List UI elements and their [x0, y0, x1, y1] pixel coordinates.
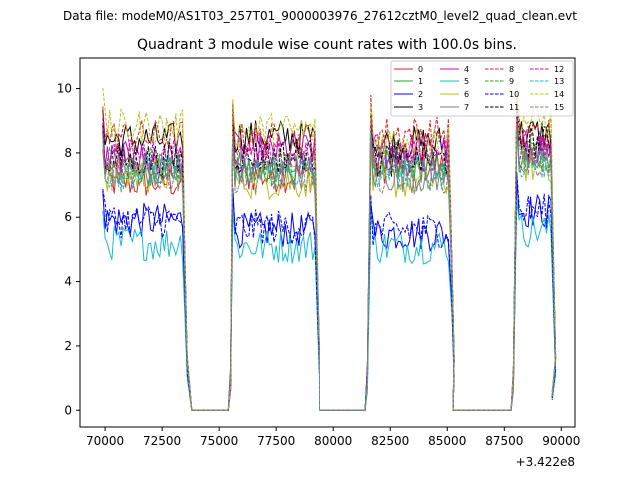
- legend-label-13: 13: [554, 77, 564, 86]
- plot-area: [79, 57, 576, 428]
- x-tick-label: 85000: [428, 434, 466, 448]
- legend-label-10: 10: [509, 90, 519, 99]
- y-tick-label: 8: [64, 146, 72, 160]
- suptitle: Data file: modeM0/AS1T03_257T01_90000039…: [63, 9, 577, 23]
- x-tick-label: 75000: [200, 434, 238, 448]
- x-tick-label: 87500: [485, 434, 523, 448]
- legend-label-15: 15: [554, 103, 564, 112]
- series-line-5: [102, 199, 557, 411]
- series-line-8: [102, 94, 557, 411]
- x-tick-label: 77500: [257, 434, 295, 448]
- axes-border: [79, 57, 576, 428]
- axes-frame: [80, 58, 575, 427]
- legend-label-5: 5: [464, 77, 469, 86]
- legend-label-6: 6: [464, 90, 469, 99]
- series-line-2: [102, 177, 557, 411]
- legend-label-3: 3: [418, 103, 423, 112]
- series-line-13: [102, 128, 557, 411]
- y-tick-label: 6: [64, 210, 72, 224]
- chart-title: Quadrant 3 module wise count rates with …: [137, 37, 517, 53]
- x-tick-label: 90000: [542, 434, 580, 448]
- x-tick-label: 80000: [314, 434, 352, 448]
- series-line-14: [102, 82, 557, 411]
- x-offset-label: +3.422e8: [516, 455, 575, 469]
- legend-label-11: 11: [509, 103, 519, 112]
- legend-label-4: 4: [464, 65, 469, 74]
- legend-label-8: 8: [509, 65, 514, 74]
- x-tick-label: 70000: [86, 434, 124, 448]
- y-tick-label: 10: [57, 82, 72, 96]
- y-tick-label: 0: [64, 403, 72, 417]
- legend-label-9: 9: [509, 77, 514, 86]
- x-tick-label: 72500: [143, 434, 181, 448]
- legend-label-7: 7: [464, 103, 469, 112]
- x-axis: 70000 72500 75000 77500 80000 82500 85000 87500…: [86, 427, 580, 448]
- series-group: [102, 82, 557, 411]
- y-axis: 0 2 4 6 8 10: [57, 82, 80, 417]
- x-tick-label: 82500: [371, 434, 409, 448]
- legend-label-12: 12: [554, 65, 564, 74]
- legend-label-1: 1: [418, 77, 423, 86]
- y-tick-label: 4: [64, 275, 72, 289]
- series-line-10: [102, 172, 557, 411]
- legend-label-0: 0: [418, 65, 423, 74]
- legend-label-14: 14: [554, 90, 564, 99]
- legend-box: [390, 60, 574, 117]
- legend-label-2: 2: [418, 90, 423, 99]
- series-line-15: [102, 126, 557, 411]
- y-tick-label: 2: [64, 339, 72, 353]
